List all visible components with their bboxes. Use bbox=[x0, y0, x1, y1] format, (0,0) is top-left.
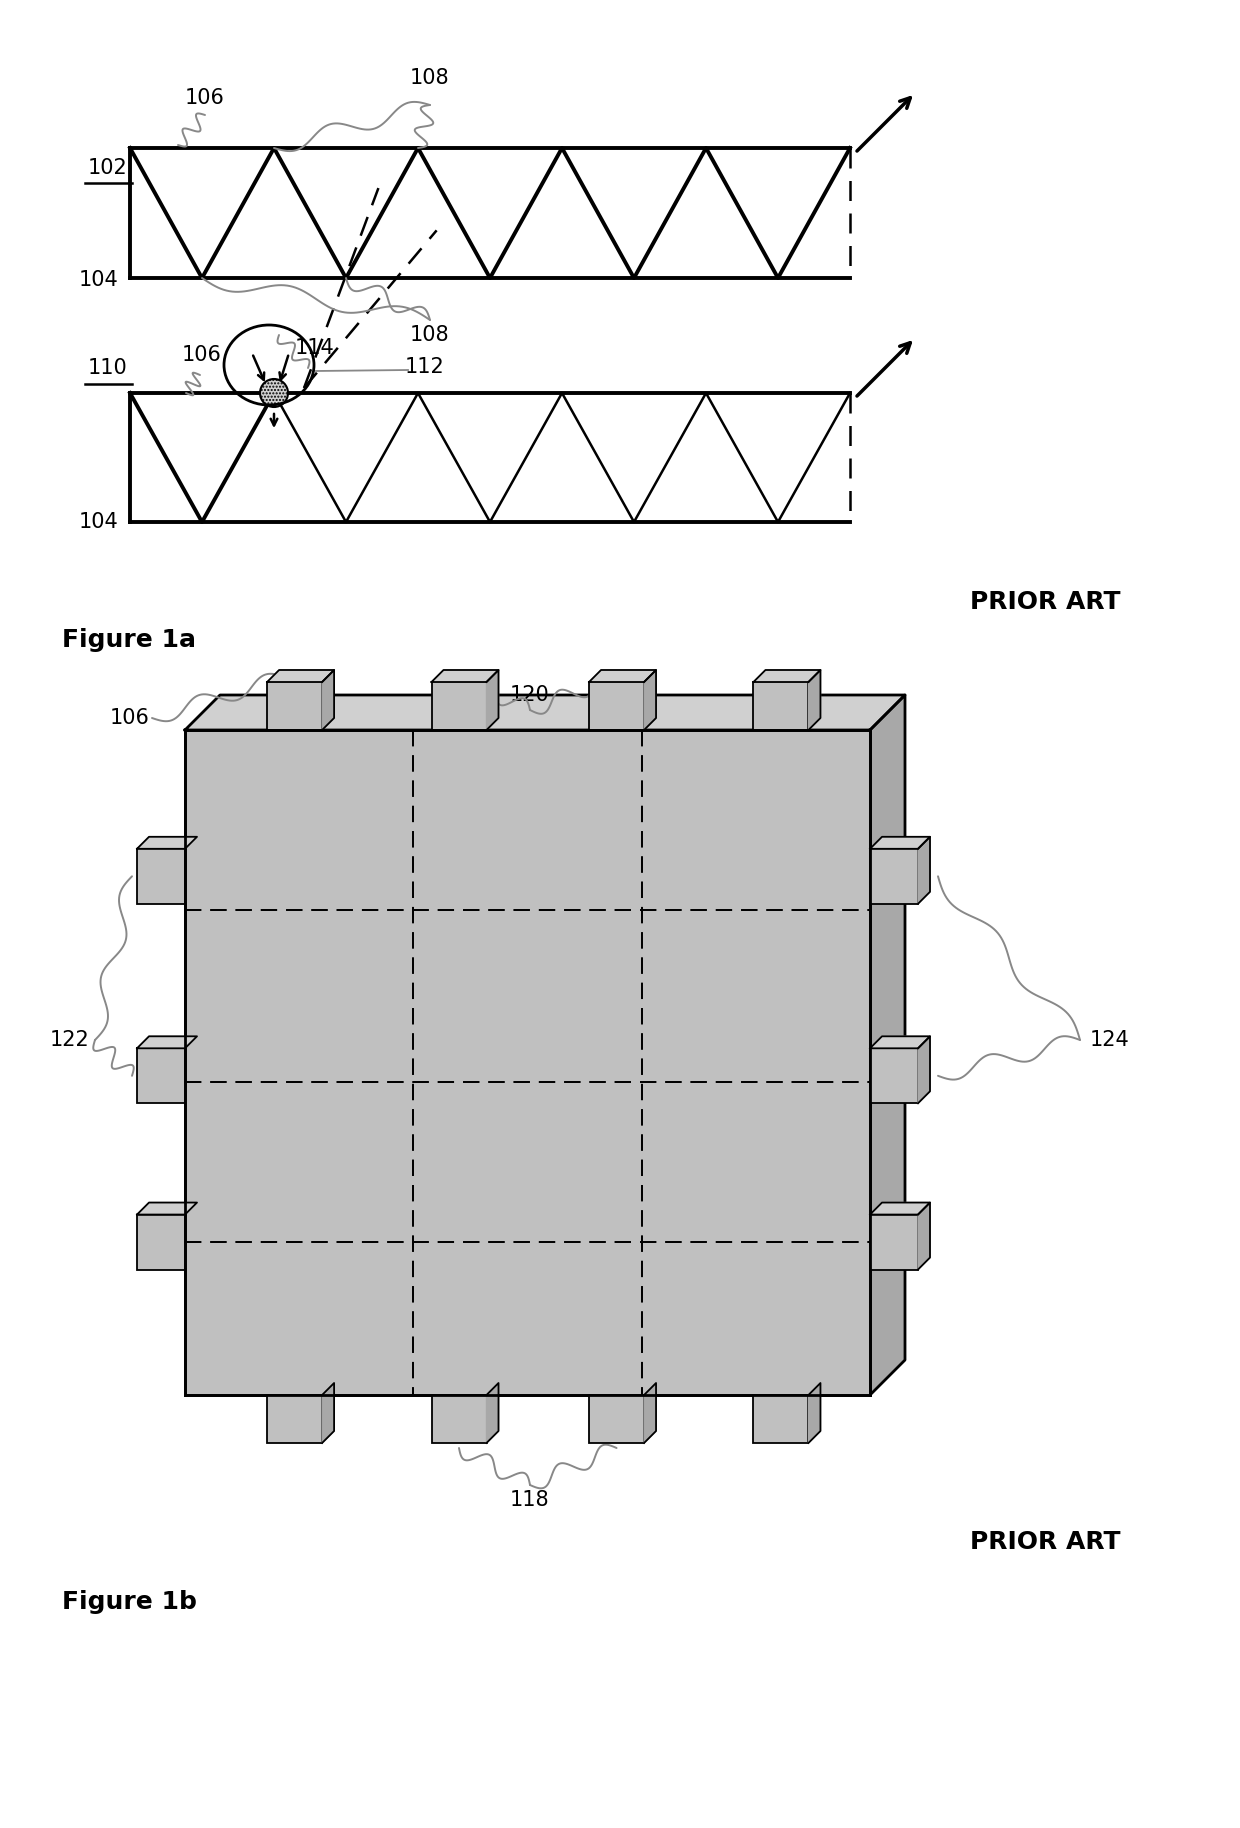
Polygon shape bbox=[808, 1384, 821, 1442]
Polygon shape bbox=[870, 1036, 930, 1047]
Polygon shape bbox=[322, 671, 334, 729]
Text: 108: 108 bbox=[410, 68, 450, 88]
Text: 106: 106 bbox=[182, 345, 222, 366]
Polygon shape bbox=[322, 1384, 334, 1442]
Polygon shape bbox=[870, 1203, 930, 1214]
Bar bbox=[432, 1395, 486, 1442]
Text: Figure 1a: Figure 1a bbox=[62, 629, 196, 653]
Text: PRIOR ART: PRIOR ART bbox=[970, 1530, 1120, 1554]
Bar bbox=[136, 1047, 185, 1104]
Text: 110: 110 bbox=[88, 358, 128, 378]
Polygon shape bbox=[486, 671, 498, 729]
Text: 104: 104 bbox=[78, 271, 118, 291]
Polygon shape bbox=[136, 1036, 197, 1047]
Bar bbox=[754, 682, 808, 729]
Polygon shape bbox=[870, 837, 930, 848]
Bar bbox=[267, 682, 322, 729]
Text: 124: 124 bbox=[1090, 1029, 1130, 1049]
Circle shape bbox=[260, 378, 288, 408]
Polygon shape bbox=[644, 1384, 656, 1442]
Polygon shape bbox=[644, 671, 656, 729]
Text: 108: 108 bbox=[410, 325, 450, 345]
Polygon shape bbox=[918, 1036, 930, 1104]
Text: 120: 120 bbox=[510, 686, 549, 706]
Bar bbox=[185, 729, 870, 1395]
Text: PRIOR ART: PRIOR ART bbox=[970, 590, 1120, 614]
Text: 112: 112 bbox=[405, 356, 445, 377]
Polygon shape bbox=[918, 1203, 930, 1270]
Bar bbox=[432, 682, 486, 729]
Polygon shape bbox=[432, 671, 498, 682]
Bar bbox=[267, 1395, 322, 1442]
Polygon shape bbox=[918, 837, 930, 903]
Text: 102: 102 bbox=[88, 157, 128, 177]
Polygon shape bbox=[589, 671, 656, 682]
Text: 114: 114 bbox=[295, 338, 335, 358]
Text: 106: 106 bbox=[185, 88, 224, 108]
Bar bbox=[589, 682, 644, 729]
Polygon shape bbox=[754, 671, 821, 682]
Text: 122: 122 bbox=[50, 1029, 89, 1049]
Polygon shape bbox=[136, 1203, 197, 1214]
Polygon shape bbox=[267, 671, 334, 682]
Bar bbox=[136, 1214, 185, 1270]
Text: 104: 104 bbox=[78, 512, 118, 532]
Polygon shape bbox=[136, 837, 197, 848]
Text: Figure 1b: Figure 1b bbox=[62, 1590, 197, 1614]
Text: 118: 118 bbox=[510, 1490, 549, 1510]
Bar bbox=[870, 848, 918, 903]
Polygon shape bbox=[808, 671, 821, 729]
Polygon shape bbox=[486, 1384, 498, 1442]
Bar bbox=[870, 1047, 918, 1104]
Bar bbox=[136, 848, 185, 903]
Bar bbox=[754, 1395, 808, 1442]
Text: 106: 106 bbox=[110, 707, 150, 728]
Bar bbox=[870, 1214, 918, 1270]
Bar bbox=[589, 1395, 644, 1442]
Polygon shape bbox=[870, 695, 905, 1395]
Polygon shape bbox=[185, 695, 905, 729]
